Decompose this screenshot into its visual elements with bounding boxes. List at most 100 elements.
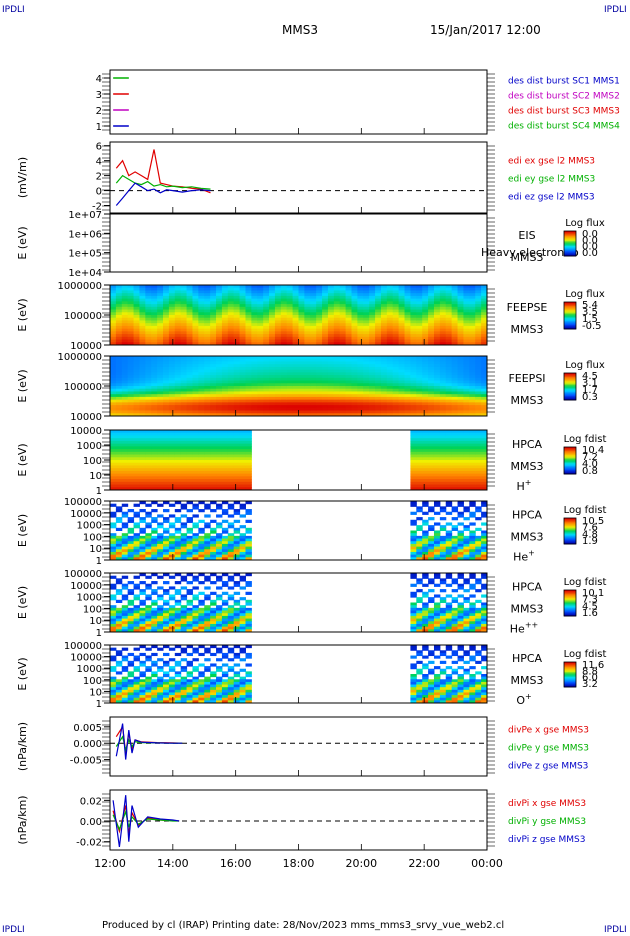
spectrogram-cell [245,531,251,534]
spectrogram-cell [175,520,181,523]
spectrogram-cell [169,597,175,600]
y-tick-label: 100 [83,532,102,543]
spectrogram-cell [192,586,198,589]
spectrogram-cell [240,525,246,528]
spectrogram-cell [128,592,134,595]
spectrogram-cell [204,525,210,528]
spectrogram-cell [198,509,204,512]
colorbar-title: Log flux [565,218,605,229]
spectrogram-cell [192,506,198,509]
spectrogram-cell [139,509,145,512]
legend-label: des dist burst SC3 MMS3 [508,107,620,117]
spectrogram-cell [222,584,228,587]
spectrogram-cell [228,586,234,589]
spectrogram-cell [216,597,222,600]
spectrogram-cell [210,581,216,584]
spectrogram-cell [128,531,134,534]
spectrogram-cell [234,592,240,595]
spectrogram-cell [463,509,469,512]
spectrogram-cell [434,512,440,515]
spectrogram-cell [187,603,193,606]
y-tick-label: 1e+07 [68,210,102,221]
spectrogram-cell [116,581,122,584]
y-axis-label: E (eV) [16,443,29,476]
spectrogram-cell [116,520,122,523]
spectrogram-cell [446,504,452,507]
spectrogram-cell [157,525,163,528]
y-tick-label: 3 [96,90,102,101]
spectrogram-cell [222,520,228,523]
colorbar-title: Log fdist [564,434,607,445]
spectrogram-cell [181,578,187,581]
spectrogram-cell [416,528,422,531]
spectrogram-cell [240,586,246,589]
spectrogram-cell [222,512,228,515]
spectrogram-cell [134,514,140,517]
y-tick-label: 4 [96,74,102,85]
spectrogram-cell [134,525,140,528]
spectrogram-cell [216,506,222,509]
spectrogram-cell [204,578,210,581]
spectrogram-cell [204,506,210,509]
y-tick-label: 10000 [70,426,102,437]
colorbar-title: Log flux [565,289,605,300]
spectrogram-cell [198,581,204,584]
spectrogram-cell [145,525,151,528]
spectrogram-cell [422,512,428,515]
colorbar-title: Log flux [565,360,605,371]
spectrogram-cell [139,603,145,606]
spectrogram-cell [228,578,234,581]
y-axis-label: E (eV) [16,369,29,402]
spectrogram-cell [116,509,122,512]
spectrogram-cell [128,581,134,584]
spectrogram-cell [181,586,187,589]
spectrogram-cell [169,525,175,528]
y-tick-label: 10000 [70,509,102,520]
spectrogram-cell [228,525,234,528]
spectrogram-cell [122,586,128,589]
y-tick-label: 1e+05 [68,249,102,260]
y-tick-label: 1000000 [57,352,102,363]
spectrogram-cell [192,514,198,517]
legend-label: edi ex gse l2 MMS3 [508,157,595,167]
panel-frame [110,142,487,213]
spectrogram-cell [198,592,204,595]
y-tick-label: 1e+04 [68,268,102,279]
spectrogram-cell [204,597,210,600]
spectrogram-cell [452,528,458,531]
instrument-label: FEEPSE [507,301,548,314]
spectrogram-cell [192,578,198,581]
spectrogram-cell [228,506,234,509]
spectrogram-cell [163,509,169,512]
spectrogram-cell [440,517,446,520]
spectrogram-cell [134,576,140,579]
spectrogram-cell [245,520,251,523]
panel-frame [110,70,487,134]
y-axis-label: (mV/m) [16,157,29,198]
y-tick-label: 1000 [77,521,102,532]
instrument-label: HPCA [512,509,543,522]
spectrogram-cell [163,520,169,523]
spectrogram-cell [446,522,452,525]
spectrogram-cell [151,592,157,595]
spectrogram-cell [452,517,458,520]
spectrogram-cell [187,509,193,512]
spectrogram-cell [145,504,151,507]
spectrogram-cell [175,581,181,584]
spectrogram-cell [210,509,216,512]
spectrogram-cell [175,509,181,512]
spectrogram-cell [198,531,204,534]
spectrogram-cell [151,509,157,512]
spectrogram-cell [128,520,134,523]
y-tick-label: 1e+06 [68,229,102,240]
legend-label: des dist burst SC4 MMS4 [508,122,620,132]
colorbar-tick-label: 0.3 [582,392,598,403]
y-tick-label: 1000 [77,441,102,452]
y-axis-label: E (eV) [16,514,29,547]
spectrogram-cell [192,597,198,600]
spectrogram-cell [198,603,204,606]
spectrogram-cell [434,522,440,525]
